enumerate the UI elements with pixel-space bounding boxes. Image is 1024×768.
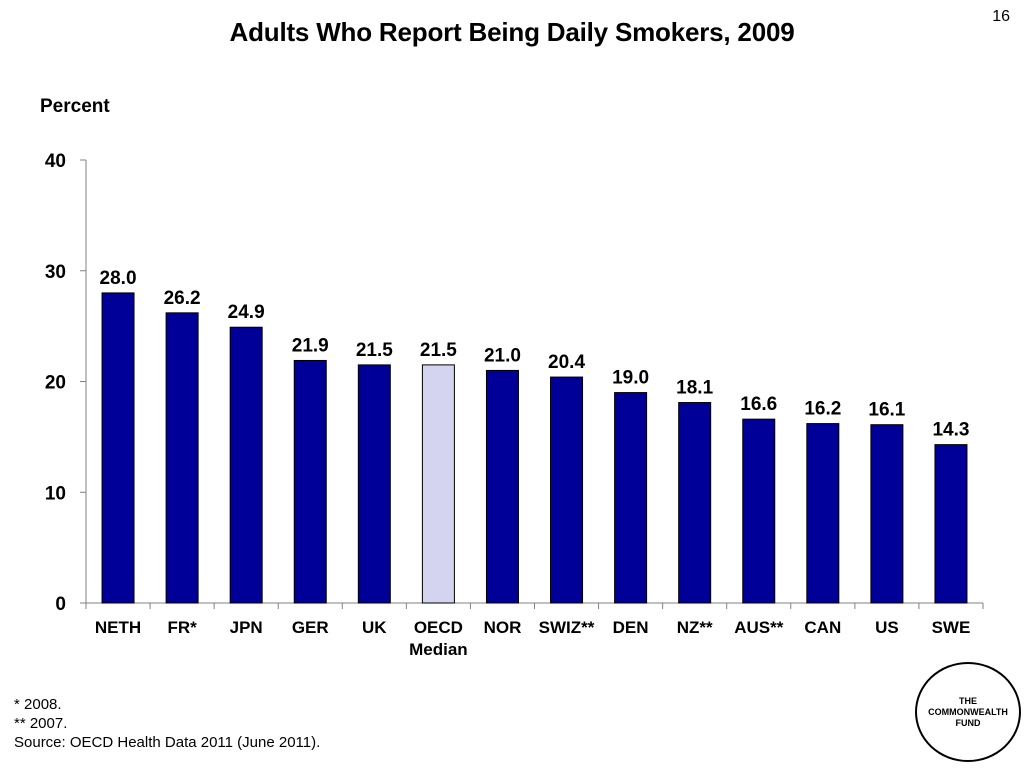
x-tick-label: CAN	[804, 618, 841, 637]
bar	[165, 312, 199, 604]
x-tick-label: FR*	[167, 618, 197, 637]
bar	[421, 364, 455, 604]
x-tick-label: DEN	[613, 618, 649, 637]
y-tick-label: 20	[45, 373, 66, 394]
x-tick-label: US	[875, 618, 899, 637]
bar	[101, 292, 135, 604]
chart-title: Adults Who Report Being Daily Smokers, 2…	[229, 17, 795, 47]
value-label: 16.1	[868, 400, 905, 421]
y-tick-label: 40	[45, 151, 66, 172]
footnote-2: ** 2007.	[14, 715, 68, 732]
chart-area: Percent 28.0 26.2 24.9 21.9 21.5 21.5 21.0 20.4…	[40, 96, 984, 659]
x-tick-label: NOR	[484, 618, 522, 637]
value-label: 20.4	[548, 352, 585, 373]
y-tick-label: 0	[55, 594, 66, 615]
value-label: 14.3	[932, 420, 969, 441]
x-tick-label: NETH	[95, 618, 141, 637]
axes	[80, 159, 984, 609]
commonwealth-fund-logo: THE COMMONWEALTH FUND	[915, 662, 1021, 762]
y-tick-label: 10	[45, 483, 66, 504]
bar	[293, 359, 327, 604]
bar	[229, 326, 263, 604]
bar-chart: Percent 28.0 26.2 24.9 21.9 21.5 21.5 21.0 20.4…	[40, 96, 984, 659]
footnote-1: * 2008.	[14, 696, 62, 713]
bar	[485, 369, 519, 604]
value-labels: 28.0 26.2 24.9 21.9 21.5 21.5 21.0 20.4 19.0 18.1…	[100, 268, 970, 441]
value-label: 21.0	[484, 345, 521, 366]
x-tick-label: NZ**	[677, 618, 713, 637]
y-axis-label: Percent	[40, 96, 110, 117]
value-label: 24.9	[228, 302, 265, 323]
bar	[550, 376, 584, 604]
bar	[742, 418, 776, 604]
value-label: 19.0	[612, 368, 649, 389]
x-tick-labels: NETH FR* JPN GER UK OECD Median NOR SWIZ** DEN NZ*…	[95, 618, 970, 659]
value-label: 16.2	[804, 399, 841, 420]
bar	[806, 423, 840, 604]
value-label: 21.5	[420, 340, 457, 361]
bar	[614, 392, 648, 604]
bar	[357, 364, 391, 604]
value-label: 21.5	[356, 340, 393, 361]
x-tick-label: JPN	[230, 618, 263, 637]
x-tick-label: OECD Median	[409, 618, 468, 659]
value-label: 18.1	[676, 378, 713, 399]
x-tick-label: SWE	[932, 618, 971, 637]
logo-text: THE COMMONWEALTH FUND	[928, 695, 1008, 728]
footnotes: * 2008. ** 2007. Source: OECD Health Dat…	[14, 695, 320, 752]
source-note: Source: OECD Health Data 2011 (June 2011…	[14, 734, 321, 751]
value-label: 16.6	[740, 394, 777, 415]
bar	[870, 424, 904, 604]
y-tick-label: 30	[45, 262, 66, 283]
x-tick-label: GER	[292, 618, 329, 637]
x-tick-label: UK	[362, 618, 387, 637]
bar	[678, 402, 712, 604]
bar	[934, 444, 968, 604]
y-tick-labels: 0 10 20 30 40	[45, 151, 66, 615]
page-number: 16	[992, 8, 1010, 25]
value-label: 26.2	[164, 288, 201, 309]
x-tick-label: AUS**	[734, 618, 784, 637]
x-tick-label: SWIZ**	[539, 618, 595, 637]
value-label: 21.9	[292, 335, 329, 356]
bars	[101, 292, 968, 604]
value-label: 28.0	[100, 268, 137, 289]
